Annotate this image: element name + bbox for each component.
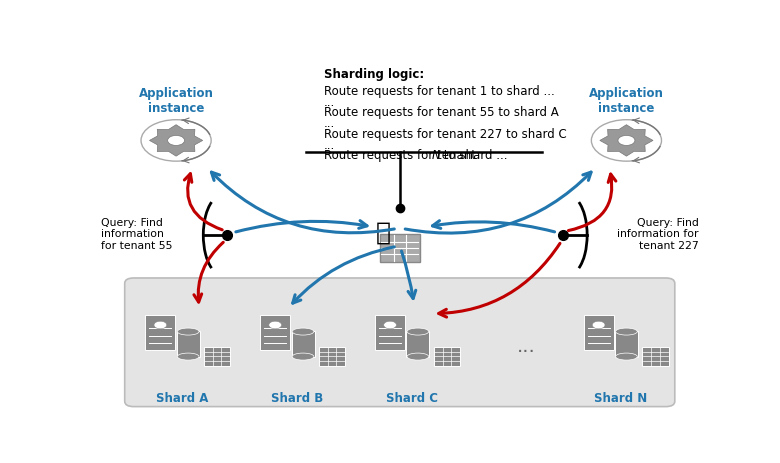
Text: ...: ...: [324, 138, 335, 151]
Text: ...: ...: [324, 95, 335, 108]
FancyBboxPatch shape: [375, 315, 405, 350]
Text: 🔧: 🔧: [375, 220, 390, 244]
Text: Route requests for tenant: Route requests for tenant: [324, 149, 480, 162]
FancyBboxPatch shape: [145, 315, 176, 350]
Text: Application
instance: Application instance: [139, 87, 214, 114]
FancyBboxPatch shape: [406, 332, 429, 357]
Circle shape: [592, 321, 605, 329]
FancyBboxPatch shape: [125, 278, 675, 407]
FancyBboxPatch shape: [260, 315, 290, 350]
Text: ...: ...: [324, 117, 335, 130]
Text: Query: Find
information
for tenant 55: Query: Find information for tenant 55: [101, 217, 172, 250]
Text: Shard C: Shard C: [386, 391, 438, 404]
Text: Sharding logic:: Sharding logic:: [324, 68, 424, 81]
Circle shape: [384, 321, 396, 329]
Ellipse shape: [407, 328, 429, 335]
Circle shape: [154, 321, 167, 329]
FancyBboxPatch shape: [177, 332, 200, 357]
Text: Query: Find
information for
tenant 227: Query: Find information for tenant 227: [618, 217, 699, 250]
Ellipse shape: [615, 328, 637, 335]
FancyBboxPatch shape: [292, 332, 314, 357]
Ellipse shape: [177, 328, 199, 335]
FancyBboxPatch shape: [434, 347, 460, 366]
Circle shape: [618, 136, 635, 146]
Ellipse shape: [615, 353, 637, 360]
Text: Route requests for tenant 55 to shard A: Route requests for tenant 55 to shard A: [324, 106, 559, 119]
Text: Route requests for tenant 227 to shard C: Route requests for tenant 227 to shard C: [324, 128, 567, 141]
FancyBboxPatch shape: [319, 347, 346, 366]
FancyBboxPatch shape: [642, 347, 668, 366]
Ellipse shape: [292, 328, 314, 335]
Circle shape: [141, 120, 211, 162]
FancyBboxPatch shape: [583, 315, 614, 350]
FancyBboxPatch shape: [615, 332, 638, 357]
Text: Application
instance: Application instance: [589, 87, 664, 114]
FancyBboxPatch shape: [204, 347, 231, 366]
Polygon shape: [600, 125, 653, 157]
FancyBboxPatch shape: [380, 235, 420, 262]
Ellipse shape: [177, 353, 199, 360]
Text: Route requests for tenant 1 to shard ...: Route requests for tenant 1 to shard ...: [324, 85, 555, 98]
Text: Shard B: Shard B: [271, 391, 323, 404]
Text: ...: ...: [517, 337, 536, 356]
Ellipse shape: [407, 353, 429, 360]
Polygon shape: [150, 125, 203, 157]
Circle shape: [269, 321, 282, 329]
Text: N: N: [432, 149, 441, 162]
Ellipse shape: [292, 353, 314, 360]
Circle shape: [168, 136, 185, 146]
Circle shape: [591, 120, 661, 162]
Text: Shard A: Shard A: [156, 391, 208, 404]
Text: Shard N: Shard N: [594, 391, 647, 404]
Text: to shard ...: to shard ...: [440, 149, 508, 162]
